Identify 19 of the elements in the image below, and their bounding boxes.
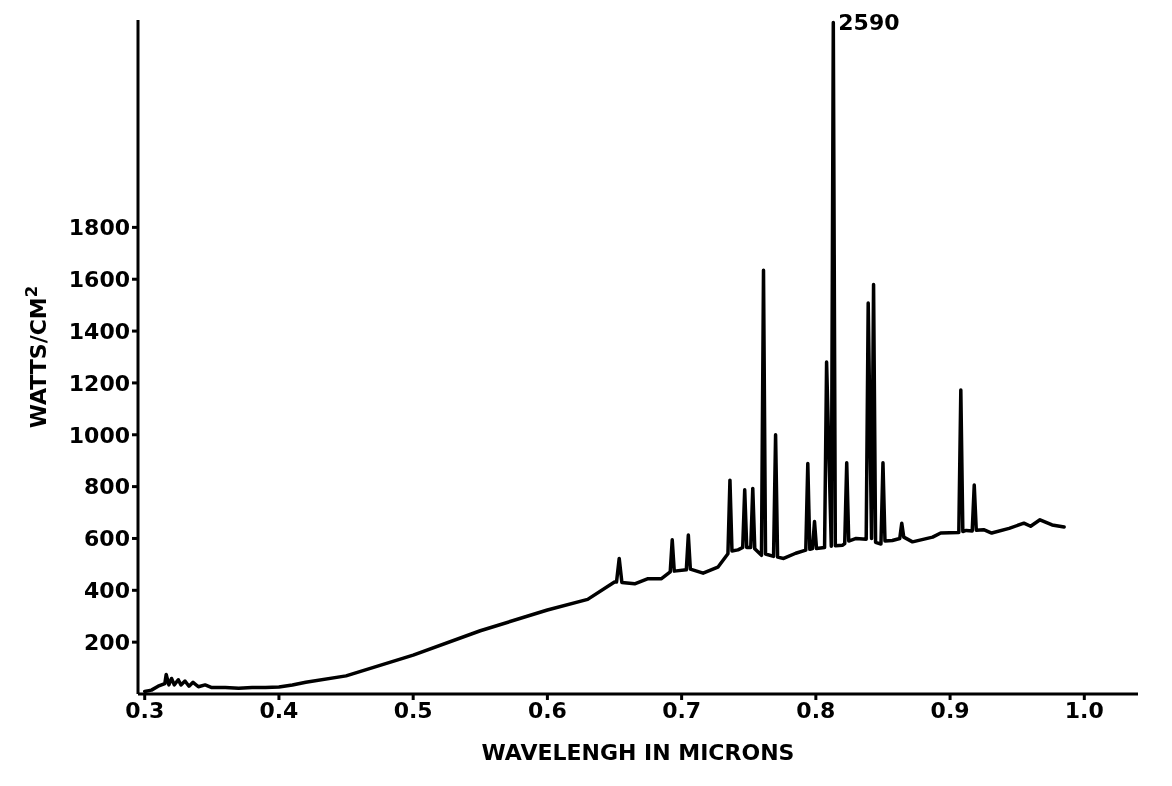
y-tick-label: 800 bbox=[84, 474, 130, 500]
y-tick-label: 1800 bbox=[68, 215, 130, 241]
y-tick-label: 1600 bbox=[68, 267, 130, 293]
x-axis-title: WAVELENGH IN MICRONS bbox=[481, 740, 795, 765]
y-tick-label: 400 bbox=[84, 578, 130, 604]
y-tick-label: 1400 bbox=[68, 318, 130, 344]
x-tick-label: 0.7 bbox=[662, 697, 702, 723]
x-tick-label: 0.4 bbox=[259, 697, 299, 723]
y-tick-label: 1000 bbox=[68, 422, 130, 448]
annotation: 2590 bbox=[838, 10, 900, 36]
x-tick-label: 0.8 bbox=[796, 697, 836, 723]
x-tick-label: 0.3 bbox=[125, 697, 165, 723]
x-tick-label: 0.9 bbox=[930, 697, 970, 723]
x-tick-label: 1.0 bbox=[1064, 697, 1104, 723]
x-tick-label: 0.5 bbox=[393, 697, 433, 723]
y-tick-label: 1200 bbox=[68, 370, 130, 396]
y-tick-label: 600 bbox=[84, 526, 130, 552]
y-tick-label: 200 bbox=[84, 629, 130, 655]
x-tick-label: 0.6 bbox=[527, 697, 567, 723]
